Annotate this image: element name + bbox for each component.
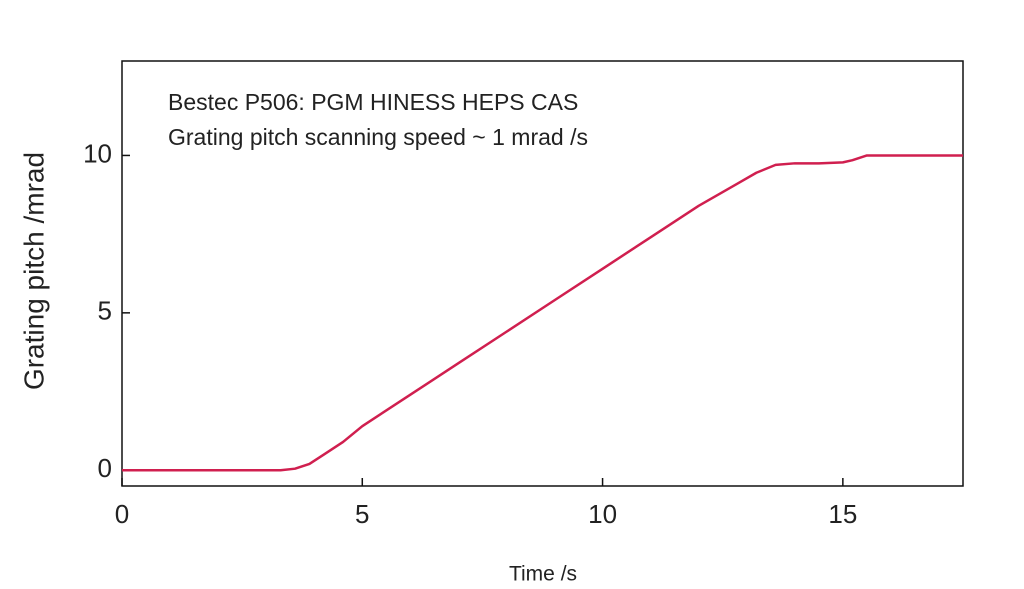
y-tick-label: 5 (98, 296, 112, 326)
annotation: Grating pitch scanning speed ~ 1 mrad /s (168, 124, 588, 150)
x-tick-label: 15 (828, 499, 857, 529)
data-line (122, 154, 963, 472)
x-tick-label: 10 (588, 499, 617, 529)
x-axis-label: Time /s (509, 563, 577, 586)
annotation: Bestec P506: PGM HINESS HEPS CAS (168, 89, 578, 115)
y-axis-label: Grating pitch /mrad (18, 152, 49, 390)
x-tick-label: 5 (355, 499, 369, 529)
y-tick-label: 10 (83, 138, 112, 168)
y-tick-label: 0 (98, 453, 112, 483)
x-tick-label: 0 (115, 499, 129, 529)
plot-frame (121, 60, 964, 487)
